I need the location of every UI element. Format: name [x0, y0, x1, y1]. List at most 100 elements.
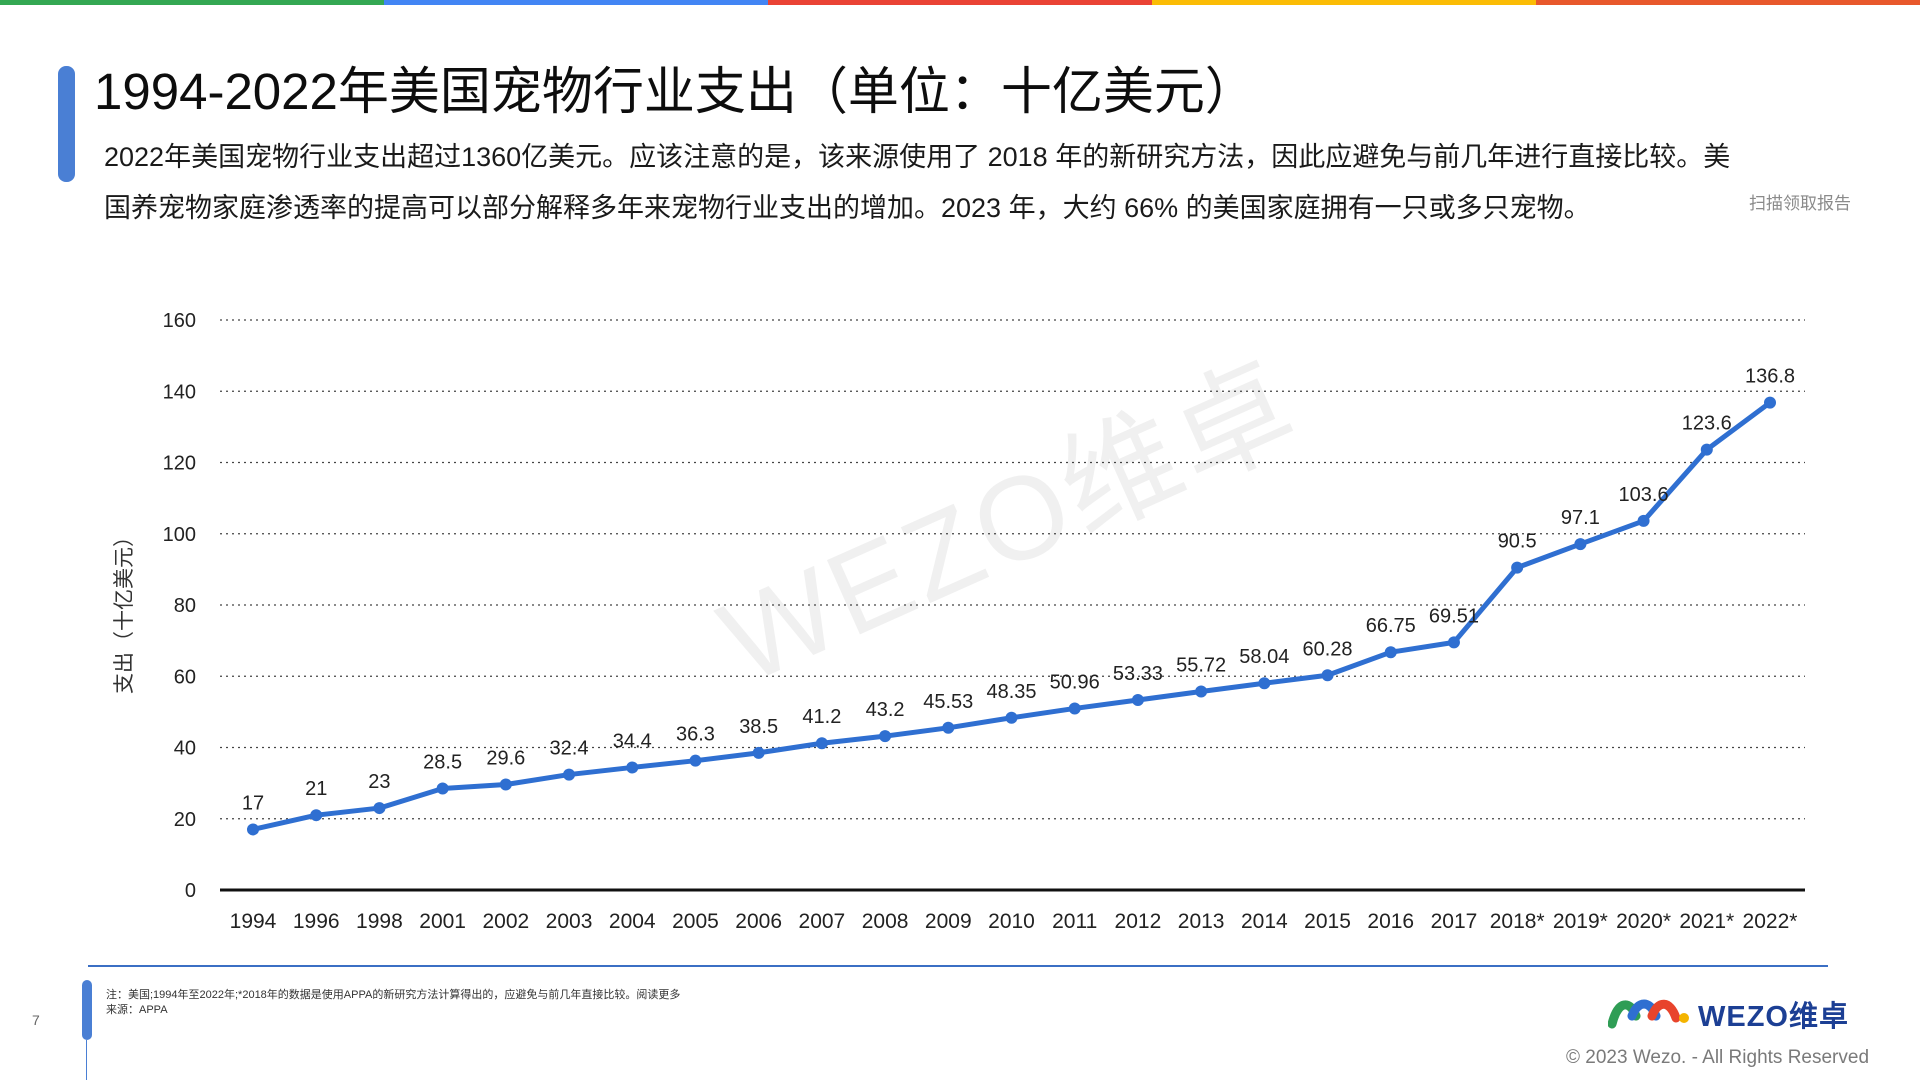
top-bar-segment-5 [1536, 0, 1920, 5]
page-number: 7 [32, 1012, 40, 1028]
data-label: 69.51 [1429, 605, 1479, 627]
data-point [1637, 514, 1650, 527]
title-accent-bar [58, 66, 75, 182]
data-label: 34.4 [613, 730, 652, 752]
y-axis-label: 支出（十亿美元） [113, 526, 136, 694]
x-tick-label: 2015 [1304, 910, 1351, 933]
x-tick-label: 2019* [1553, 910, 1608, 933]
x-tick-label: 2014 [1241, 910, 1288, 933]
wezo-logo-icon [1608, 999, 1689, 1029]
x-tick-label: 2010 [988, 910, 1035, 933]
data-label: 32.4 [550, 738, 589, 760]
x-tick-label: 1994 [230, 910, 277, 933]
data-point [626, 761, 639, 774]
data-point [563, 768, 576, 781]
logo-text: WEZO维卓 [1698, 1001, 1849, 1033]
y-tick-label: 20 [174, 809, 196, 831]
x-tick-label: 2006 [735, 910, 782, 933]
data-point [1511, 561, 1524, 574]
y-tick-label: 120 [163, 453, 196, 475]
x-tick-label: 2013 [1178, 910, 1225, 933]
y-tick-label: 80 [174, 595, 196, 617]
data-point [436, 782, 449, 795]
x-tick-label: 2018* [1490, 910, 1545, 933]
data-label: 45.53 [923, 691, 973, 713]
data-label: 97.1 [1561, 507, 1600, 529]
x-tick-label: 2021* [1679, 910, 1734, 933]
top-color-bar [0, 0, 1920, 5]
data-point [815, 737, 828, 750]
data-point [499, 778, 512, 791]
data-point [373, 802, 386, 815]
data-label: 23 [368, 771, 390, 793]
data-label: 43.2 [866, 699, 905, 721]
data-point [1384, 646, 1397, 659]
y-tick-label: 40 [174, 738, 196, 760]
x-tick-label: 2001 [419, 910, 466, 933]
x-tick-label: 2002 [482, 910, 529, 933]
y-tick-label: 140 [163, 381, 196, 403]
top-bar-segment-2 [384, 0, 768, 5]
footer-divider [88, 965, 1828, 967]
data-label: 36.3 [676, 724, 715, 746]
top-bar-segment-1 [0, 0, 384, 5]
description-text: 2022年美国宠物行业支出超过1360亿美元。应该注意的是，该来源使用了 201… [104, 142, 1731, 223]
x-tick-label: 1998 [356, 910, 403, 933]
data-point [879, 730, 892, 743]
data-label: 50.96 [1050, 671, 1100, 693]
data-point [942, 721, 955, 734]
y-tick-label: 0 [185, 880, 196, 902]
data-point [1447, 636, 1460, 649]
data-point [1068, 702, 1081, 715]
data-label: 41.2 [802, 706, 841, 728]
x-tick-label: 2016 [1367, 910, 1414, 933]
y-tick-label: 160 [163, 310, 196, 332]
data-label: 66.75 [1366, 615, 1416, 637]
copyright: © 2023 Wezo. - All Rights Reserved [1566, 1047, 1870, 1068]
x-tick-label: 2017 [1431, 910, 1478, 933]
x-tick-label: 2008 [862, 910, 909, 933]
data-label: 136.8 [1745, 366, 1795, 388]
page-title: 1994-2022年美国宠物行业支出（单位：十亿美元） [94, 63, 1256, 120]
data-point [1321, 669, 1334, 682]
data-point [1764, 396, 1776, 409]
grid-layer [220, 319, 1805, 820]
data-label: 28.5 [423, 751, 462, 773]
series-line-layer [250, 400, 1773, 832]
data-label: 58.04 [1239, 646, 1289, 668]
data-label-layer: 17 21 23 28.5 29.6 32.4 34.4 36.3 38.5 41.2 43.2 45… [242, 366, 1795, 815]
x-tick-label: 2022* [1743, 910, 1798, 933]
x-tick-label: 2012 [1115, 910, 1162, 933]
x-tick-label: 2009 [925, 910, 972, 933]
data-point [752, 746, 765, 759]
data-point [1005, 711, 1018, 724]
x-tick-label: 1996 [293, 910, 340, 933]
wezo-logo: WEZO维卓 [1608, 993, 1849, 1035]
data-label: 29.6 [486, 748, 525, 770]
data-point [689, 754, 702, 767]
footer-accent-bar [82, 980, 92, 1040]
data-label: 90.5 [1498, 531, 1537, 553]
footer-accent-line [86, 1040, 87, 1080]
footnote-source: 来源：APPA [106, 1004, 168, 1016]
x-tick-label: 2005 [672, 910, 719, 933]
data-point [1195, 685, 1208, 698]
scan-note[interactable]: 扫描领取报告 [1749, 194, 1851, 213]
data-label: 21 [305, 778, 327, 800]
data-point [1258, 677, 1271, 690]
data-label: 123.6 [1682, 413, 1732, 435]
data-label: 103.6 [1619, 484, 1669, 506]
y-tick-label: 60 [174, 666, 196, 688]
x-tick-label: 2007 [799, 910, 846, 933]
data-point [1574, 538, 1587, 551]
data-label: 38.5 [739, 716, 778, 738]
data-point-layer [247, 396, 1776, 836]
top-bar-segment-4 [1152, 0, 1536, 5]
data-point [1131, 694, 1144, 707]
axis-layer: 0 20 40 60 80 100 120 140 160 1994 1996 1998 2001 200… [163, 310, 1805, 933]
data-label: 53.33 [1113, 663, 1163, 685]
data-point [247, 823, 259, 836]
data-point [310, 809, 323, 822]
x-tick-label: 2003 [546, 910, 593, 933]
data-label: 55.72 [1176, 654, 1226, 676]
